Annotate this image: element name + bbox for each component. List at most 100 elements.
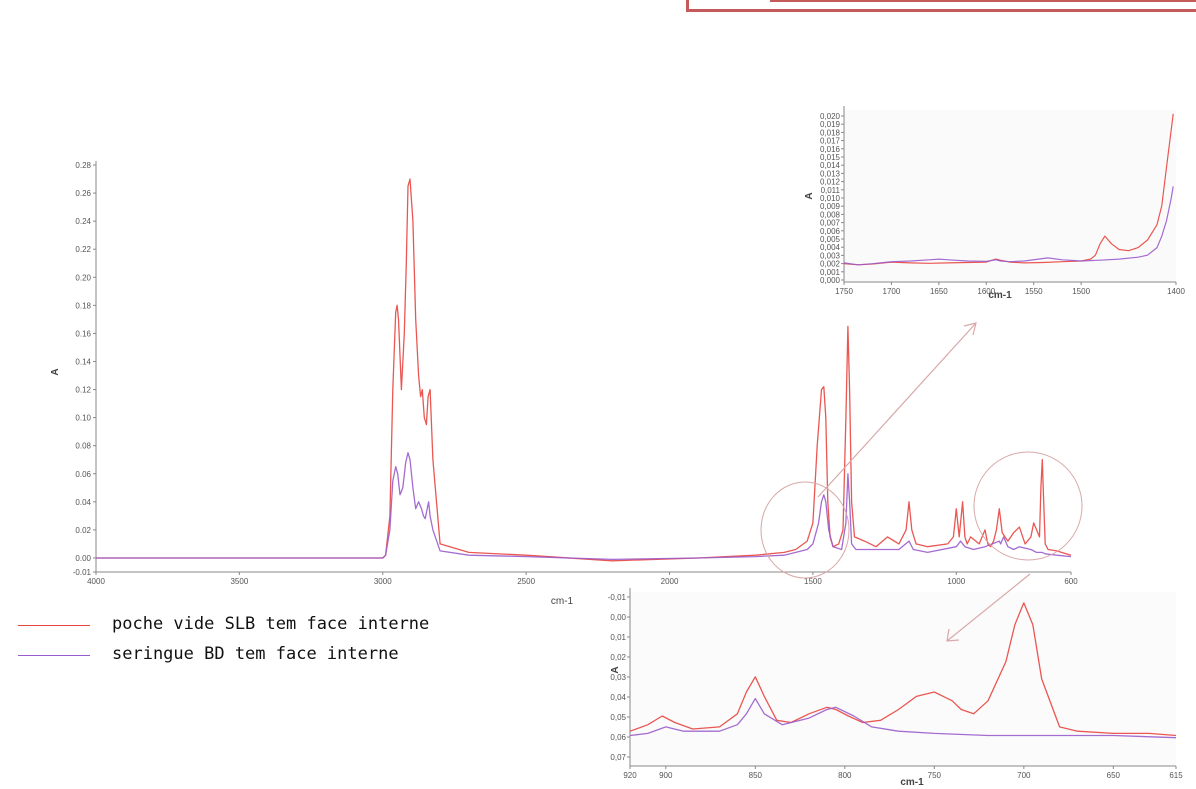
y-tick-label: 0.28 — [75, 161, 91, 170]
y-tick-label: 0,004 — [820, 243, 841, 252]
x-tick-label: 1750 — [835, 287, 853, 296]
y-tick-label: 0.18 — [75, 301, 91, 310]
series-line-2 — [843, 186, 1174, 266]
x-tick-label: 3000 — [374, 577, 392, 586]
zoom-arrow-bottom — [946, 573, 1031, 642]
x-tick-label: 4000 — [87, 577, 105, 586]
legend-swatch-series2 — [18, 655, 90, 656]
zoom-circle-700 — [973, 451, 1083, 561]
y-tick-label: 0,011 — [821, 186, 841, 195]
series-line-1 — [629, 602, 1177, 737]
y-tick-label: 0.12 — [75, 386, 91, 395]
y-tick-label: 0.26 — [75, 189, 91, 198]
zoom-annotations — [760, 322, 1083, 642]
y-tick-label: 0,06 — [610, 733, 626, 742]
y-tick-label: 0,010 — [820, 194, 841, 203]
x-tick-label: 1650 — [930, 287, 948, 296]
y-tick-label: 0,006 — [820, 227, 841, 236]
y-tick-label: 0,018 — [820, 128, 841, 137]
x-tick-label: 1400 — [1167, 287, 1185, 296]
x-tick-label: 650 — [1107, 771, 1121, 780]
y-tick-label: 0,02 — [610, 653, 626, 662]
legend-item-series2: seringue BD tem face interne — [18, 644, 498, 674]
x-axis-label: cm-1 — [551, 596, 574, 607]
x-tick-label: 3500 — [230, 577, 248, 586]
y-tick-label: 0,013 — [820, 169, 841, 178]
y-tick-label: 0,019 — [820, 120, 841, 129]
inset-920-615-chart: 920 900 850 800 750 700 650 615 -0,01 0,00 0,01 0,0… — [608, 588, 1183, 788]
x-tick-label: 900 — [659, 771, 673, 780]
y-tick-label: 0,020 — [820, 112, 841, 121]
x-tick-label: 615 — [1169, 771, 1183, 780]
y-tick-label: 0,000 — [820, 276, 841, 285]
y-tick-label: 0.00 — [75, 554, 91, 563]
y-tick-label: 0.20 — [75, 273, 91, 282]
x-tick-label: 1550 — [1025, 287, 1043, 296]
legend: poche vide SLB tem face interne seringue… — [18, 614, 498, 674]
x-tick-label: 1500 — [1072, 287, 1090, 296]
y-tick-label: -0.01 — [73, 568, 92, 577]
y-tick-label: 0,014 — [820, 161, 841, 170]
x-tick-label: 1600 — [977, 287, 995, 296]
y-tick-label: 0.14 — [75, 357, 91, 366]
zoom-arrowhead-top — [963, 322, 977, 336]
plot-area — [630, 592, 1176, 766]
series-line-2 — [629, 697, 1177, 739]
y-tick-label: 0,016 — [820, 145, 841, 154]
y-tick-label: 0,009 — [820, 202, 841, 211]
y-tick-label: 0.10 — [75, 414, 91, 423]
x-tick-label: 600 — [1064, 577, 1078, 586]
x-tick-label: 2500 — [517, 577, 535, 586]
legend-label-series2: seringue BD tem face interne — [112, 644, 399, 664]
y-tick-label: 0,04 — [610, 693, 626, 702]
x-tick-label: 700 — [1017, 771, 1031, 780]
x-tick-label: 750 — [928, 771, 942, 780]
plot-area — [844, 110, 1176, 282]
y-tick-label: 0.08 — [75, 442, 91, 451]
y-tick-label: 0,005 — [820, 235, 841, 244]
zoom-arrowhead-bottom — [946, 628, 960, 642]
y-tick-label: 0.16 — [75, 329, 91, 338]
x-tick-label: 920 — [623, 771, 637, 780]
top-frame-line — [770, 0, 1196, 2]
y-tick-label: 0,017 — [820, 137, 841, 146]
y-tick-label: 0.04 — [75, 498, 91, 507]
x-axis-label: cm-1 — [900, 777, 924, 788]
zoom-circle-1500 — [760, 481, 850, 579]
y-tick-label: 0,001 — [820, 268, 841, 277]
y-tick-label: 0,015 — [820, 153, 841, 162]
x-tick-label: 850 — [749, 771, 763, 780]
x-tick-label: 800 — [838, 771, 852, 780]
y-tick-label: 0,01 — [610, 633, 626, 642]
series-line-1 — [96, 178, 1072, 562]
y-tick-label: 0.22 — [75, 245, 91, 254]
y-tick-label: 0,012 — [820, 178, 841, 187]
y-axis-label: A — [50, 368, 61, 375]
y-tick-label: 0,07 — [610, 753, 626, 762]
y-tick-label: 0,008 — [820, 210, 841, 219]
x-axis-label: cm-1 — [988, 290, 1012, 301]
y-tick-label: -0,01 — [608, 593, 627, 602]
y-tick-label: 0,003 — [820, 251, 841, 260]
x-tick-label: 1700 — [883, 287, 901, 296]
y-tick-label: 0,00 — [610, 613, 626, 622]
y-axis-label: A — [610, 666, 621, 673]
y-axis-label: A — [804, 192, 815, 199]
y-tick-label: 0.24 — [75, 217, 91, 226]
x-tick-label: 1500 — [804, 577, 822, 586]
series-line-2 — [96, 452, 1072, 561]
x-tick-label: 1000 — [947, 577, 965, 586]
top-frame-box — [686, 0, 1196, 12]
inset-1750-1400-chart: 1750 1700 1650 1600 1550 1500 14000,0200,0190,… — [804, 106, 1185, 301]
y-tick-label: 0.02 — [75, 526, 91, 535]
y-tick-label: 0,002 — [820, 260, 841, 269]
x-tick-label: 2000 — [661, 577, 679, 586]
legend-label-series1: poche vide SLB tem face interne — [112, 614, 430, 634]
zoom-arrow-top — [817, 322, 977, 498]
main-spectrum-chart: 4000 3500 3000 2500 2000 1500 1000 600 -0.01 0.00… — [50, 161, 1078, 607]
legend-swatch-series1 — [18, 625, 90, 626]
y-tick-label: 0,007 — [820, 219, 841, 228]
legend-item-series1: poche vide SLB tem face interne — [18, 614, 498, 644]
y-tick-label: 0,03 — [610, 673, 626, 682]
